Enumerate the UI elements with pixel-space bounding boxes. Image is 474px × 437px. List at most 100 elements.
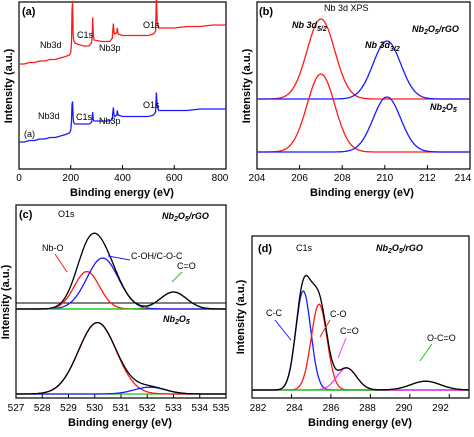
nb3d-peak-blue-3 — [257, 96, 470, 153]
panel-b-xtick: 212 — [419, 173, 436, 184]
panel-c-frame — [15, 204, 227, 399]
panel-b-xtick: 214 — [455, 173, 472, 184]
formula-part: /rGO — [438, 24, 459, 34]
panel-b-ylabel: Intensity (a.u.) — [241, 48, 253, 123]
formula-part: /rGO — [402, 243, 423, 253]
panel-b-label-nb3d32-main: Nb 3d — [365, 40, 391, 50]
formula-part: Nb — [430, 102, 442, 112]
panel-c-xtick: 534 — [191, 403, 208, 414]
panel-a-xtick: 0 — [16, 173, 22, 184]
panel-a-label-nb3d-red: Nb3d — [40, 40, 62, 50]
component-green-0-2 — [16, 291, 226, 310]
formula-part: Nb — [412, 24, 424, 34]
panel-b-label-sample-bottom: Nb2O5 — [430, 102, 457, 114]
panel-d-arrow-ocdo — [419, 343, 433, 362]
formula-part: Nb — [376, 243, 388, 253]
panel-c-tag: (c) — [19, 209, 33, 221]
panel-c-xtick: 530 — [86, 403, 103, 414]
panel-b-series — [257, 18, 470, 153]
panel-a-label-o1s-blue: O1s — [143, 100, 160, 110]
panel-a-label-c1s-red: C1s — [77, 30, 94, 40]
panel-c-xtick: 527 — [8, 403, 25, 414]
panel-a-xlabel: Binding energy (eV) — [70, 187, 174, 199]
panel-a-label-nb3d-blue: Nb3d — [38, 111, 60, 121]
panel-b-label-nb3d52-sub: 5/2 — [317, 26, 327, 33]
formula-part: Nb — [163, 314, 175, 324]
panel-a-xtick: 400 — [114, 173, 131, 184]
panel-b-label-nb3d52: Nb 3d5/2 — [292, 20, 327, 33]
formula-part: 5 — [186, 319, 190, 326]
panel-b-label-nb3d32: Nb 3d3/2 — [365, 40, 400, 53]
formula-part: 2 — [174, 319, 179, 326]
panel-d-series — [252, 274, 469, 391]
panel-c-ylabel: Intensity (a.u.) — [0, 264, 12, 339]
panel-d-xtick: 284 — [286, 403, 303, 414]
panel-a-xtick: 600 — [166, 173, 183, 184]
panel-b-xtick: 210 — [376, 173, 393, 184]
panel-a: (a) Binding energy (eV) Intensity (a.u.)… — [3, 0, 229, 199]
panel-b: (b) Nb 3d XPS Binding energy (eV) Intens… — [241, 1, 472, 199]
panel-c: (c) O1s Binding energy (eV) Intensity (a… — [0, 204, 230, 429]
panel-b-ticks — [256, 165, 471, 169]
formula-part: Nb — [162, 211, 174, 221]
panel-d-label-cc: C-C — [266, 308, 282, 318]
panel-a-ylabel: Intensity (a.u.) — [3, 48, 15, 123]
panel-a-xtick: 200 — [62, 173, 79, 184]
panel-d-xtick: 286 — [323, 403, 340, 414]
panel-d-title: C1s — [296, 243, 313, 253]
formula-part: O — [428, 24, 435, 34]
panel-d-xtick: 290 — [396, 403, 413, 414]
panel-c-xtick: 532 — [139, 403, 156, 414]
formula-part: O — [392, 243, 399, 253]
formula-part: 2 — [423, 29, 428, 36]
formula-part: 5 — [399, 248, 403, 255]
formula-part: 2 — [173, 216, 178, 223]
panel-b-tag: (b) — [259, 6, 273, 18]
formula-part: 5 — [453, 107, 457, 114]
panel-d-arrow-cdo — [337, 337, 347, 359]
panel-a-ticks — [18, 165, 227, 169]
panel-b-title: Nb 3d XPS — [324, 3, 369, 13]
panel-c-label-nbo: Nb-O — [42, 243, 64, 253]
panel-d-ticks — [251, 394, 450, 398]
panel-d-label-cdo: C=O — [340, 326, 359, 336]
formula-part: O — [178, 211, 185, 221]
panel-d-tag: (d) — [258, 243, 272, 255]
panel-d-xlabel: Binding energy (eV) — [308, 417, 412, 429]
panel-a-label-nb3p-red: Nb3p — [99, 43, 121, 53]
panel-d-label-sample: Nb2O5/rGO — [376, 243, 423, 255]
panel-b-xtick: 206 — [291, 173, 308, 184]
formula-part: /rGO — [188, 211, 209, 221]
panel-d-ylabel: Intensity (a.u.) — [235, 279, 247, 354]
component-red-0-1 — [252, 303, 469, 391]
panel-c-label-sample-top: Nb2O5/rGO — [162, 211, 209, 223]
panel-d-xtick: 288 — [359, 403, 376, 414]
panel-c-title: O1s — [58, 209, 75, 219]
envelope-0 — [16, 232, 226, 310]
panel-c-label-sample-bottom: Nb2O5 — [163, 314, 190, 326]
panel-c-xtick: 529 — [60, 403, 77, 414]
panel-d-label-ocdo: O-C=O — [427, 333, 456, 343]
formula-part: 5 — [185, 216, 189, 223]
panel-b-label-nb3d52-main: Nb 3d — [292, 20, 318, 30]
panel-b-label-sample-top: Nb2O5/rGO — [412, 24, 459, 36]
panel-b-label-nb3d32-sub: 3/2 — [390, 46, 400, 53]
panel-a-label-series-a: (a) — [24, 129, 35, 139]
panel-d-xtick: 292 — [432, 403, 449, 414]
formula-part: O — [446, 102, 453, 112]
panel-a-series — [19, 0, 226, 143]
panel-c-label-coh: C-OH/C-O-C — [131, 251, 183, 261]
survey-series-red — [19, 0, 226, 65]
formula-part: 5 — [435, 29, 439, 36]
formula-part: 2 — [441, 107, 446, 114]
survey-series-blue — [19, 92, 226, 143]
panel-c-arrow-nbo — [54, 253, 68, 273]
panel-a-tag: (a) — [22, 6, 36, 18]
panel-d-label-co: C-O — [330, 309, 347, 319]
panel-c-xtick: 528 — [34, 403, 51, 414]
panel-c-xtick: 535 — [213, 403, 230, 414]
panel-c-label-co: C=O — [177, 261, 196, 271]
panel-a-label-o1s-red: O1s — [143, 20, 160, 30]
panel-a-xtick: 800 — [212, 173, 229, 184]
